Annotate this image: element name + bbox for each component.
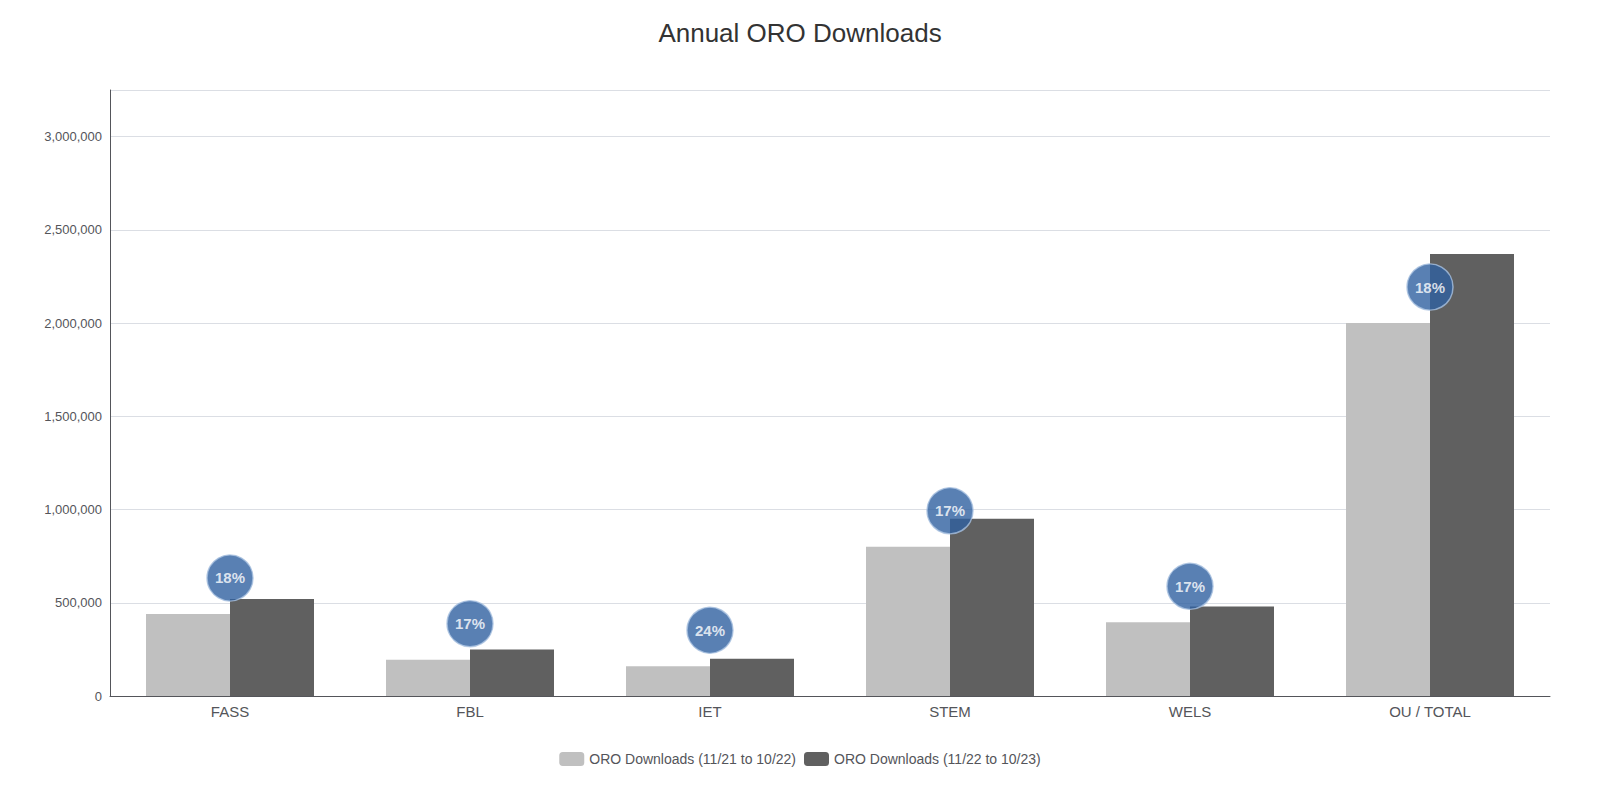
svg-text:OU / TOTAL: OU / TOTAL: [1389, 703, 1471, 720]
svg-text:17%: 17%: [455, 615, 485, 632]
svg-text:ORO Downloads (11/22 to 10/23): ORO Downloads (11/22 to 10/23): [834, 751, 1041, 767]
svg-text:18%: 18%: [1415, 279, 1445, 296]
svg-text:0: 0: [95, 689, 102, 704]
svg-text:WELS: WELS: [1169, 703, 1212, 720]
svg-text:ORO Downloads (11/21 to 10/22): ORO Downloads (11/21 to 10/22): [589, 751, 796, 767]
svg-text:500,000: 500,000: [55, 595, 102, 610]
svg-text:1,500,000: 1,500,000: [44, 409, 102, 424]
svg-text:FBL: FBL: [456, 703, 484, 720]
svg-text:17%: 17%: [1175, 578, 1205, 595]
svg-text:1,000,000: 1,000,000: [44, 502, 102, 517]
svg-text:2,000,000: 2,000,000: [44, 316, 102, 331]
svg-text:Annual ORO Downloads: Annual ORO Downloads: [658, 18, 941, 48]
svg-text:18%: 18%: [215, 569, 245, 586]
svg-text:24%: 24%: [695, 622, 725, 639]
svg-text:17%: 17%: [935, 502, 965, 519]
svg-text:2,500,000: 2,500,000: [44, 222, 102, 237]
svg-text:IET: IET: [698, 703, 721, 720]
svg-text:3,000,000: 3,000,000: [44, 129, 102, 144]
svg-text:STEM: STEM: [929, 703, 971, 720]
svg-text:FASS: FASS: [211, 703, 249, 720]
